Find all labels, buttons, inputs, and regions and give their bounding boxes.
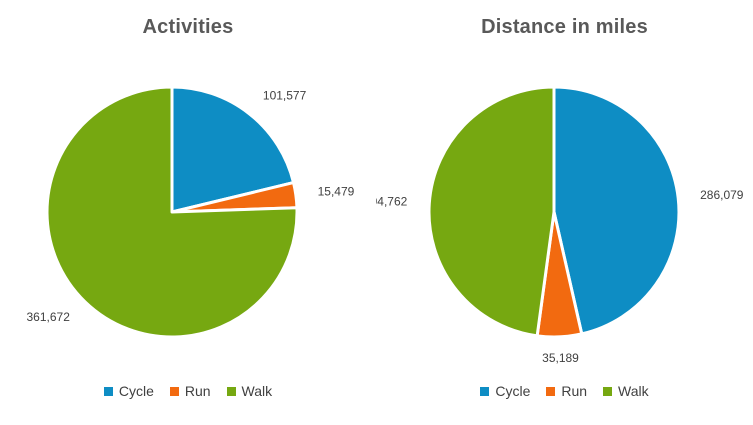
slice-walk[interactable]	[427, 85, 556, 338]
slice-walk[interactable]	[45, 85, 299, 339]
legend-label: Cycle	[495, 383, 531, 399]
data-label-run: 35,189	[542, 351, 579, 365]
legend-item-cycle[interactable]: Cycle	[103, 383, 154, 399]
legend-swatch	[103, 386, 113, 396]
legend-item-walk[interactable]: Walk	[603, 383, 649, 399]
data-label-walk: 361,672	[27, 310, 71, 324]
legend-swatch	[603, 386, 613, 396]
legend-label: Cycle	[118, 383, 154, 399]
legend-item-walk[interactable]: Walk	[226, 383, 273, 399]
legend-swatch	[169, 386, 179, 396]
legend-label: Walk	[241, 383, 273, 399]
legend-swatch	[546, 386, 556, 396]
legend-item-run[interactable]: Run	[169, 383, 211, 399]
legend-label: Run	[561, 383, 588, 399]
chart-legend: Cycle Run Walk	[376, 383, 753, 399]
legend-swatch	[480, 386, 490, 396]
distance-chart: Distance in miles 286,079 35,189 294,762 C…	[376, 0, 753, 425]
legend-label: Walk	[618, 383, 649, 399]
slice-cycle[interactable]	[170, 85, 295, 214]
data-label-run: 15,479	[318, 184, 355, 198]
data-label-cycle: 101,577	[263, 89, 307, 103]
data-label-walk: 294,762	[376, 194, 408, 208]
activities-chart: Activities 101,577 15,479 361,672 Cycle Ru…	[0, 0, 376, 425]
slice-cycle[interactable]	[552, 85, 681, 336]
pie-chart: 101,577 15,479 361,672	[27, 85, 355, 339]
data-label-cycle: 286,079	[700, 188, 744, 202]
chart-title: Activities	[142, 16, 234, 38]
chart-legend: Cycle Run Walk	[0, 383, 376, 399]
pie-chart: 286,079 35,189 294,762	[376, 85, 744, 365]
chart-title: Distance in miles	[481, 16, 648, 38]
legend-swatch	[226, 386, 236, 396]
legend-item-run[interactable]: Run	[546, 383, 587, 399]
legend-label: Run	[184, 383, 211, 399]
legend-item-cycle[interactable]: Cycle	[480, 383, 530, 399]
